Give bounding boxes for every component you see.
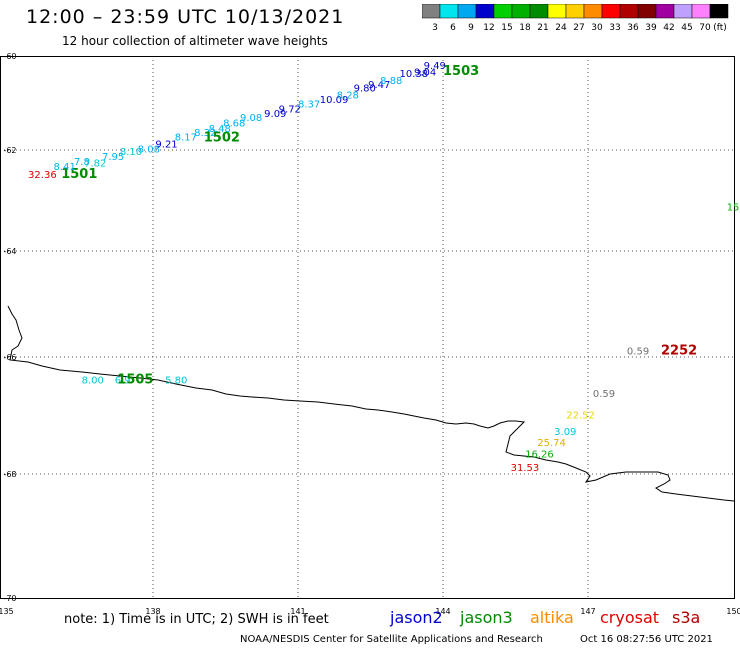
color-scale-label: 9 bbox=[468, 23, 474, 33]
wave-height-label: 8.48 bbox=[209, 124, 231, 135]
y-tick-label: -68 bbox=[3, 470, 16, 479]
wave-height-label: 10.38 bbox=[400, 69, 429, 80]
color-scale-label: 70 bbox=[699, 23, 711, 33]
wave-height-label: 5.80 bbox=[165, 375, 187, 386]
map-gridlines bbox=[0, 56, 734, 598]
credit-line: NOAA/NESDIS Center for Satellite Applica… bbox=[240, 634, 543, 645]
wave-height-label: 31.53 bbox=[511, 463, 540, 474]
wave-height-label: 9.72 bbox=[279, 104, 301, 115]
wave-height-label: 8.68 bbox=[223, 119, 245, 130]
wave-height-label: 6.9 bbox=[115, 375, 131, 386]
wave-height-label: 25.74 bbox=[537, 438, 566, 449]
x-tick-label: 150 bbox=[726, 607, 740, 616]
wave-height-label: 32.36 bbox=[28, 170, 57, 181]
x-tick-label: 141 bbox=[290, 607, 305, 616]
color-scale-label: 15 bbox=[501, 23, 512, 33]
wave-height-label: 9.21 bbox=[155, 140, 177, 151]
color-scale-label: 24 bbox=[555, 23, 567, 33]
legend-cryosat: cryosat bbox=[600, 608, 660, 627]
color-swatch bbox=[709, 4, 729, 19]
color-scale-label: 39 bbox=[645, 23, 657, 33]
wave-height-label: 3.09 bbox=[554, 427, 576, 438]
generation-timestamp: Oct 16 08:27:56 UTC 2021 bbox=[580, 634, 713, 645]
wave-height-label: 8.08 bbox=[138, 145, 160, 156]
legend-s3a: s3a bbox=[672, 608, 701, 627]
y-tick-label: -66 bbox=[3, 353, 16, 362]
color-scale-label: 27 bbox=[573, 23, 584, 33]
pass-id-label: 2252 bbox=[661, 343, 697, 358]
wave-height-label: 8.17 bbox=[175, 133, 197, 144]
wave-height-label: 9.80 bbox=[354, 83, 376, 94]
footnote: note: 1) Time is in UTC; 2) SWH is in fe… bbox=[64, 612, 329, 627]
wave-height-label: 7.8 bbox=[74, 157, 90, 168]
legend-jason2: jason2 bbox=[390, 608, 443, 627]
wave-height-label: 8.00 bbox=[82, 375, 104, 386]
pass-id-label: 1501 bbox=[61, 167, 97, 182]
wave-height-label: 8.37 bbox=[298, 100, 320, 111]
wave-height-label: 0.59 bbox=[593, 389, 615, 400]
pass-id-label: 1503 bbox=[443, 64, 479, 79]
wave-height-label: 9.09 bbox=[264, 109, 286, 120]
color-scale-label: 3 bbox=[432, 23, 438, 33]
color-scale-label: 30 bbox=[591, 23, 603, 33]
wave-height-label: 9.49 bbox=[424, 61, 446, 72]
wave-height-label: 0.59 bbox=[627, 346, 649, 357]
color-scale-legend: 3 6 9 12 15 18 21 24 27 30 33 36 39 42 45 70 (ft) bbox=[422, 4, 729, 33]
wave-height-label: 9.08 bbox=[240, 113, 262, 124]
wave-height-label: 10.09 bbox=[320, 95, 349, 106]
color-scale-unit: (ft) bbox=[713, 23, 727, 33]
x-tick-label: 144 bbox=[435, 607, 450, 616]
wave-height-label: 7.95 bbox=[102, 152, 124, 163]
wave-height-label: 15 bbox=[727, 203, 740, 214]
color-scale-label: 18 bbox=[519, 23, 531, 33]
antarctic-coastline bbox=[7, 305, 735, 502]
map-subtitle: 12 hour collection of altimeter wave hei… bbox=[62, 34, 328, 48]
color-scale-label: 36 bbox=[627, 23, 639, 33]
wave-height-label: 9.47 bbox=[368, 80, 390, 91]
x-tick-label: 135 bbox=[0, 607, 14, 616]
y-tick-label: -70 bbox=[3, 594, 16, 603]
pass-id-label: 1505 bbox=[117, 372, 153, 387]
color-scale-label: 45 bbox=[681, 23, 692, 33]
map-title: 12:00 – 23:59 UTC 10/13/2021 bbox=[26, 6, 345, 28]
axis-tick-labels: 135 138 141 144 147 150 -60 -62 -64 -66 -68 -70 bbox=[0, 52, 740, 616]
legend-altika: altika bbox=[530, 608, 574, 627]
wave-height-label: 8.88 bbox=[380, 76, 402, 87]
wave-height-label: 8.28 bbox=[337, 90, 359, 101]
x-tick-label: 147 bbox=[580, 607, 595, 616]
color-scale-label: 33 bbox=[609, 23, 620, 33]
wave-height-label: 22.52 bbox=[566, 410, 595, 421]
wave-height-label: 8.10 bbox=[120, 147, 142, 158]
color-scale-label: 42 bbox=[663, 23, 674, 33]
y-tick-label: -60 bbox=[3, 52, 16, 61]
color-scale-label: 6 bbox=[450, 23, 456, 33]
legend-jason3: jason3 bbox=[460, 608, 513, 627]
wave-height-labels: 32.36 15018.417.87.827.958.108.089.218.17… bbox=[28, 61, 739, 474]
wave-height-label: 16.26 bbox=[525, 450, 554, 461]
y-tick-label: -62 bbox=[3, 146, 16, 155]
y-tick-label: -64 bbox=[3, 247, 16, 256]
x-tick-label: 138 bbox=[145, 607, 160, 616]
wave-height-label: 8.32 bbox=[194, 128, 216, 139]
wave-height-label: 8.41 bbox=[54, 162, 76, 173]
color-scale-label: 21 bbox=[537, 23, 548, 33]
color-scale-label: 12 bbox=[483, 23, 494, 33]
wave-height-label: 9.04 bbox=[414, 68, 436, 79]
map-frame bbox=[0, 56, 735, 599]
pass-id-label: 1502 bbox=[204, 131, 240, 146]
wave-height-label: 7.82 bbox=[84, 159, 106, 170]
